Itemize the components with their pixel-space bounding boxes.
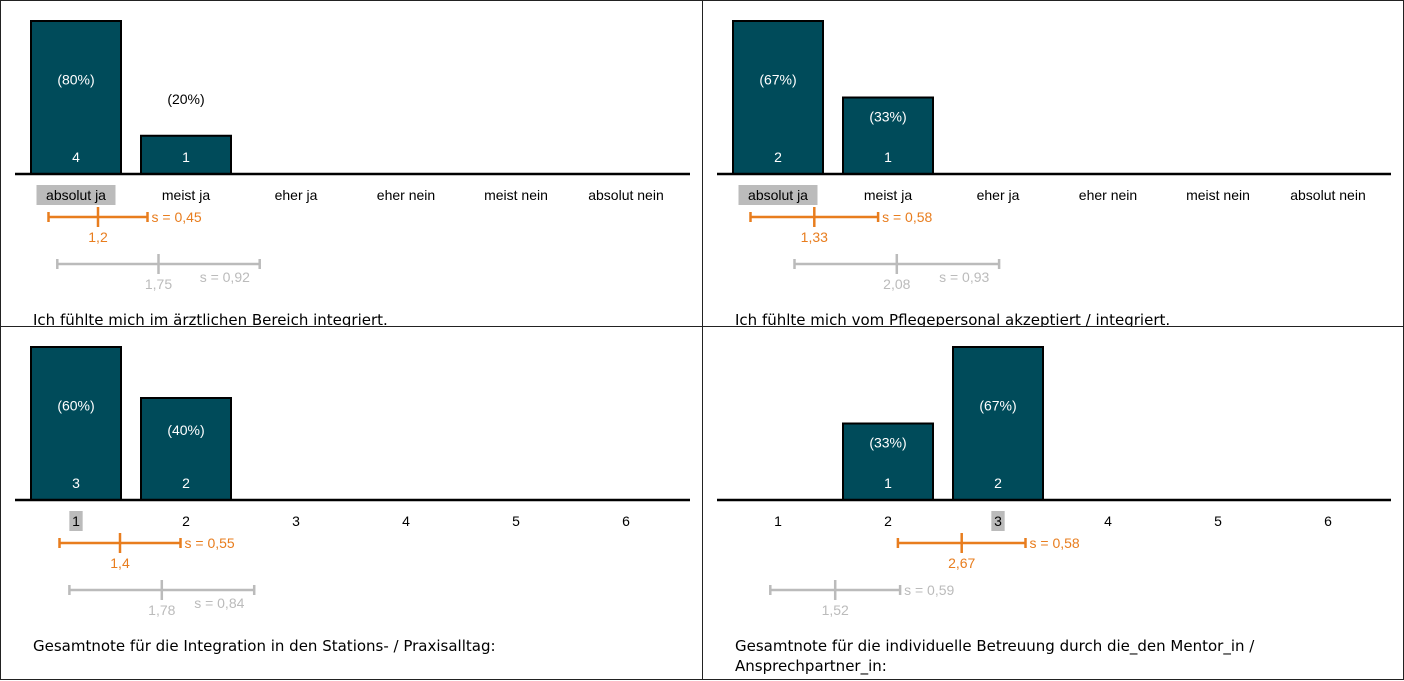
category-label-3: 3 — [292, 513, 300, 529]
mean-interval-sd: s = 0,45 — [152, 209, 202, 225]
comparison-interval-sd: s = 0,92 — [200, 269, 250, 285]
comparison-interval-value: 1,75 — [145, 276, 172, 292]
category-label-5: meist nein — [484, 187, 548, 203]
category-label-3: 3 — [994, 513, 1002, 529]
category-label-1: 1 — [72, 513, 80, 529]
mean-interval-value: 2,67 — [948, 555, 975, 571]
percent-label-1: (60%) — [57, 398, 94, 414]
category-label-1: absolut ja — [46, 187, 106, 203]
category-label-6: 6 — [1324, 513, 1332, 529]
mean-interval-value: 1,33 — [801, 229, 828, 245]
category-label-3: eher ja — [977, 187, 1020, 203]
percent-label-3: (67%) — [979, 398, 1016, 414]
mean-interval-value: 1,4 — [110, 555, 130, 571]
mean-interval-sd: s = 0,58 — [882, 209, 932, 225]
percent-label-2: (40%) — [167, 422, 204, 438]
count-label-1: 2 — [774, 149, 782, 165]
comparison-interval-sd: s = 0,84 — [194, 595, 244, 611]
count-label-2: 1 — [884, 475, 892, 491]
comparison-interval-value: 2,08 — [883, 276, 910, 292]
comparison-interval: 1,75 s = 0,92 — [57, 254, 259, 292]
comparison-interval-value: 1,78 — [148, 602, 175, 618]
mean-interval: 1,4 s = 0,55 — [60, 533, 235, 571]
category-label-2: 2 — [182, 513, 190, 529]
percent-label-2: (33%) — [869, 434, 906, 450]
chart-panel-4: (33%) 1 (67%) 2 1 2 3 4 5 6 2,67 s = 0,58 1,52 s = 0,… — [702, 326, 1404, 680]
category-label-4: eher nein — [377, 187, 435, 203]
percent-label-1: (80%) — [57, 72, 94, 88]
category-label-5: 5 — [1214, 513, 1222, 529]
percent-label-2: (20%) — [167, 91, 204, 107]
chart-panel-2: (67%) 2 (33%) 1 absolut ja meist ja eher ja ehe… — [702, 0, 1404, 327]
comparison-interval: 2,08 s = 0,93 — [795, 254, 1000, 292]
category-label-5: meist nein — [1186, 187, 1250, 203]
category-label-6: 6 — [622, 513, 630, 529]
category-label-2: meist ja — [162, 187, 210, 203]
comparison-interval-sd: s = 0,59 — [904, 582, 954, 598]
count-label-2: 2 — [182, 475, 190, 491]
comparison-interval: 1,78 s = 0,84 — [69, 580, 254, 618]
bar-chart-1: (80%) 4 (20%) 1 absolut ja meist ja eher ja ehe… — [1, 1, 704, 328]
percent-label-1: (67%) — [759, 72, 796, 88]
category-label-4: 4 — [402, 513, 410, 529]
count-label-3: 2 — [994, 475, 1002, 491]
category-label-2: meist ja — [864, 187, 912, 203]
category-label-5: 5 — [512, 513, 520, 529]
bar-chart-3: (60%) 3 (40%) 2 1 2 3 4 5 6 1,4 s = 0,55 1,78 s = 0,8… — [1, 327, 704, 681]
comparison-interval-sd: s = 0,93 — [939, 269, 989, 285]
count-label-2: 1 — [182, 149, 190, 165]
category-label-1: absolut ja — [748, 187, 808, 203]
mean-interval-value: 1,2 — [88, 229, 108, 245]
comparison-interval-value: 1,52 — [822, 602, 849, 618]
mean-interval: 1,33 s = 0,58 — [751, 207, 933, 245]
category-label-1: 1 — [774, 513, 782, 529]
category-label-4: 4 — [1104, 513, 1112, 529]
mean-interval: 2,67 s = 0,58 — [898, 533, 1080, 571]
chart-panel-3: (60%) 3 (40%) 2 1 2 3 4 5 6 1,4 s = 0,55 1,78 s = 0,8… — [0, 326, 703, 680]
mean-interval-sd: s = 0,58 — [1030, 535, 1080, 551]
mean-interval-sd: s = 0,55 — [185, 535, 235, 551]
percent-label-2: (33%) — [869, 108, 906, 124]
category-label-6: absolut nein — [588, 187, 664, 203]
mean-interval: 1,2 s = 0,45 — [49, 207, 202, 245]
chart-panel-1: (80%) 4 (20%) 1 absolut ja meist ja eher ja ehe… — [0, 0, 703, 327]
question-text: Gesamtnote für die individuelle Betreuun… — [735, 636, 1375, 676]
category-label-3: eher ja — [275, 187, 318, 203]
category-label-4: eher nein — [1079, 187, 1137, 203]
count-label-2: 1 — [884, 149, 892, 165]
comparison-interval: 1,52 s = 0,59 — [770, 580, 954, 618]
bar-chart-2: (67%) 2 (33%) 1 absolut ja meist ja eher ja ehe… — [703, 1, 1404, 328]
count-label-1: 4 — [72, 149, 80, 165]
category-label-2: 2 — [884, 513, 892, 529]
bar-chart-4: (33%) 1 (67%) 2 1 2 3 4 5 6 2,67 s = 0,58 1,52 s = 0,… — [703, 327, 1404, 681]
question-text: Gesamtnote für die Integration in den St… — [33, 636, 673, 656]
count-label-1: 3 — [72, 475, 80, 491]
category-label-6: absolut nein — [1290, 187, 1366, 203]
